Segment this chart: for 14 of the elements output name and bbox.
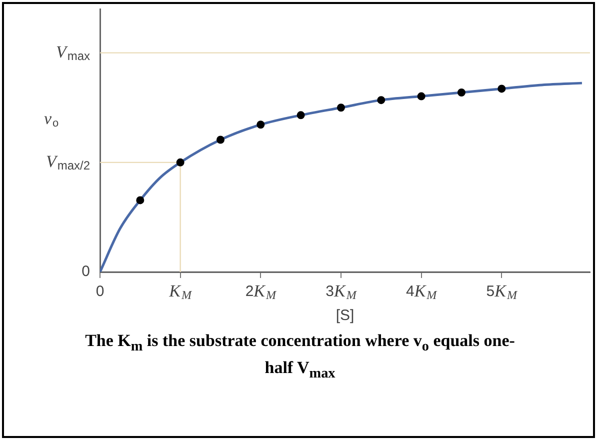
x-axis-title: [S] bbox=[336, 307, 354, 324]
point bbox=[498, 84, 506, 93]
point bbox=[136, 196, 144, 204]
point bbox=[176, 158, 184, 166]
x-tick-label: 0 bbox=[96, 283, 104, 300]
point bbox=[417, 92, 426, 100]
point bbox=[457, 88, 466, 97]
point bbox=[336, 104, 345, 112]
text: The K$_{m}$ is the substrate concentration where v$_{o}$ equals one-half V$_{max}$ bbox=[85, 331, 515, 382]
ref-line-label: 0 bbox=[82, 263, 90, 280]
point bbox=[216, 136, 224, 144]
point bbox=[377, 96, 386, 104]
point bbox=[256, 120, 265, 129]
point bbox=[296, 111, 305, 120]
